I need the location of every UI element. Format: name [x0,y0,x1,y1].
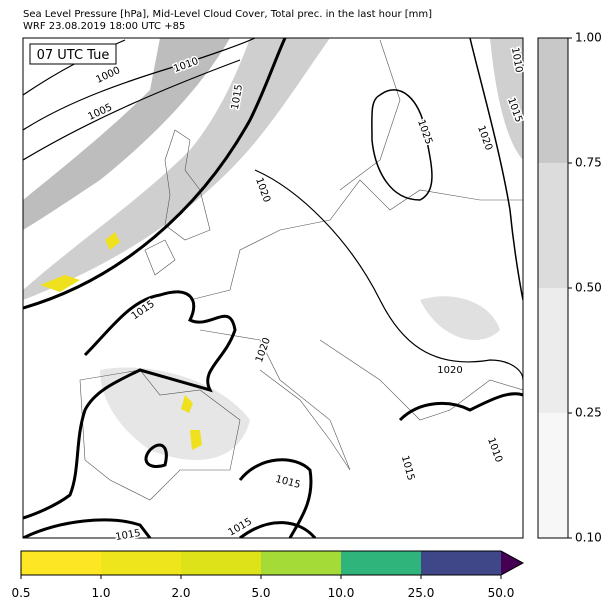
colorbar-segment [421,551,501,575]
colorbar-tick-label: 1.00 [575,31,602,45]
colorbar-tick-label: 1.0 [91,586,110,600]
colorbar-tick-label: 50.0 [488,586,515,600]
colorbar-tick-label: 5.0 [251,586,270,600]
colorbar-tick-label: 25.0 [408,586,435,600]
time-box [29,43,117,65]
colorbar-segment [181,551,261,575]
coastline [144,129,211,276]
cloud-area [23,38,230,230]
cloud-area [420,296,500,340]
cloud-area [490,38,523,160]
colorbar-tick-label: 0.5 [11,586,30,600]
coastline [189,39,523,471]
colorbar-frame [20,550,525,576]
colorbar-segment [538,38,568,163]
colorbar-segment [261,551,341,575]
colorbar-tick-label: 2.0 [171,586,190,600]
cloud-area [23,38,330,300]
map: 07 UTC Tue [22,37,524,539]
colorbar-tick-label: 0.75 [575,156,602,170]
cloud-area [100,367,250,460]
colorbar-tick-label: 0.25 [575,406,602,420]
colorbar-tick-label: 10.0 [328,586,355,600]
colorbar-segment [341,551,421,575]
title-line: WRF 23.08.2019 18:00 UTC +85 [23,21,185,32]
isobar [23,38,523,538]
colorbar-segment [538,163,568,288]
time-label: 07 UTC Tue [37,48,110,63]
map-frame [22,37,524,539]
colorbar-segment [21,551,101,575]
colorbar-segment [538,413,568,538]
colorbar-extend [501,551,523,575]
colorbar-tick-label: 0.10 [575,531,602,545]
isobar [254,169,523,381]
isobar [371,38,523,301]
isobar-label: 1020 [437,365,462,376]
colorbar-segment [538,288,568,413]
colorbars: 0.10 0.25 0.50 0.75 1.00 0.5 1.0 2.0 5.0 10.0 25.0… [11,31,601,601]
colorbar-tick-label: 0.50 [575,281,602,295]
colorbar-segment [101,551,181,575]
coastline [79,369,241,501]
title-line: Sea Level Pressure [hPa], Mid-Level Clou… [23,9,432,20]
